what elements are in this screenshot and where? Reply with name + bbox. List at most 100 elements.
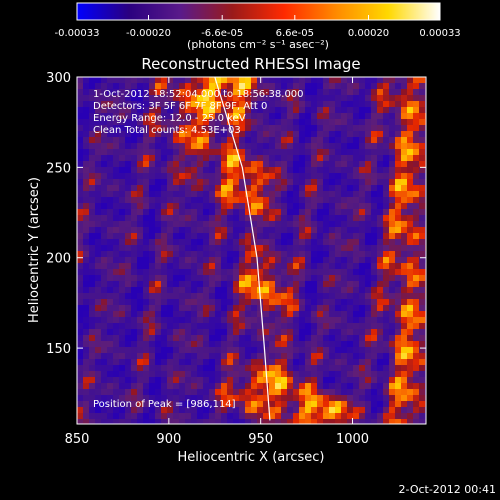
- heatmap-cell: [299, 383, 305, 389]
- heatmap-cell: [311, 119, 317, 125]
- heatmap-cell: [347, 131, 353, 137]
- heatmap-cell: [281, 149, 287, 155]
- heatmap-cell: [299, 407, 305, 413]
- heatmap-cell: [77, 233, 83, 239]
- heatmap-cell: [329, 413, 335, 419]
- heatmap-cell: [329, 389, 335, 395]
- heatmap-cell: [89, 209, 95, 215]
- heatmap-cell: [317, 341, 323, 347]
- heatmap-cell: [119, 359, 125, 365]
- heatmap-cell: [119, 323, 125, 329]
- heatmap-cell: [389, 221, 395, 227]
- heatmap-cell: [383, 197, 389, 203]
- heatmap-cell: [323, 161, 329, 167]
- heatmap-cell: [293, 263, 299, 269]
- heatmap-cell: [323, 401, 329, 407]
- heatmap-cell: [131, 113, 137, 119]
- heatmap-cell: [149, 377, 155, 383]
- heatmap-cell: [149, 293, 155, 299]
- heatmap-cell: [419, 83, 425, 89]
- heatmap-cell: [275, 377, 281, 383]
- heatmap-cell: [323, 167, 329, 173]
- heatmap-cell: [287, 305, 293, 311]
- heatmap-cell: [203, 149, 209, 155]
- heatmap-cell: [203, 95, 209, 101]
- heatmap-cell: [191, 221, 197, 227]
- heatmap-cell: [83, 77, 89, 83]
- heatmap-cell: [335, 275, 341, 281]
- heatmap-cell: [377, 119, 383, 125]
- heatmap-cell: [311, 149, 317, 155]
- heatmap-cell: [245, 83, 251, 89]
- heatmap-cell: [323, 383, 329, 389]
- heatmap-cell: [293, 401, 299, 407]
- heatmap-cell: [191, 359, 197, 365]
- heatmap-cell: [383, 119, 389, 125]
- heatmap-cell: [107, 95, 113, 101]
- heatmap-cell: [413, 77, 419, 83]
- heatmap-cell: [149, 383, 155, 389]
- heatmap-cell: [311, 287, 317, 293]
- heatmap-cell: [215, 119, 221, 125]
- heatmap-cell: [251, 215, 257, 221]
- heatmap-cell: [179, 323, 185, 329]
- heatmap-cell: [263, 101, 269, 107]
- heatmap-cell: [89, 155, 95, 161]
- heatmap-cell: [77, 185, 83, 191]
- heatmap-cell: [335, 131, 341, 137]
- heatmap-cell: [119, 395, 125, 401]
- heatmap-cell: [347, 275, 353, 281]
- heatmap-cell: [407, 137, 413, 143]
- heatmap-cell: [311, 197, 317, 203]
- heatmap-cell: [389, 281, 395, 287]
- heatmap-cell: [347, 221, 353, 227]
- heatmap-cell: [113, 359, 119, 365]
- heatmap-cell: [137, 125, 143, 131]
- heatmap-cell: [233, 95, 239, 101]
- heatmap-cell: [269, 323, 275, 329]
- heatmap-cell: [335, 173, 341, 179]
- heatmap-cell: [239, 107, 245, 113]
- heatmap-cell: [269, 335, 275, 341]
- heatmap-cell: [401, 197, 407, 203]
- heatmap-cell: [227, 89, 233, 95]
- heatmap-cell: [107, 329, 113, 335]
- heatmap-cell: [395, 263, 401, 269]
- heatmap-cell: [359, 407, 365, 413]
- heatmap-cell: [389, 305, 395, 311]
- heatmap-cell: [227, 353, 233, 359]
- heatmap-cell: [131, 101, 137, 107]
- heatmap-cell: [371, 245, 377, 251]
- heatmap-cell: [83, 233, 89, 239]
- heatmap-cell: [281, 191, 287, 197]
- heatmap-cell: [329, 269, 335, 275]
- heatmap-cell: [329, 287, 335, 293]
- heatmap-cell: [347, 197, 353, 203]
- heatmap-cell: [419, 341, 425, 347]
- heatmap-cell: [113, 161, 119, 167]
- heatmap-cell: [299, 137, 305, 143]
- heatmap-cell: [83, 179, 89, 185]
- heatmap-cell: [77, 311, 83, 317]
- heatmap-cell: [287, 329, 293, 335]
- heatmap-cell: [287, 221, 293, 227]
- heatmap-cell: [245, 209, 251, 215]
- heatmap-cell: [227, 275, 233, 281]
- heatmap-cell: [311, 275, 317, 281]
- heatmap-cell: [329, 239, 335, 245]
- heatmap-cell: [269, 359, 275, 365]
- heatmap-cell: [257, 209, 263, 215]
- heatmap-cell: [173, 143, 179, 149]
- heatmap-cell: [293, 221, 299, 227]
- heatmap-cell: [167, 419, 173, 424]
- heatmap-cell: [191, 293, 197, 299]
- heatmap-cell: [281, 137, 287, 143]
- heatmap-cell: [389, 377, 395, 383]
- heatmap-cell: [83, 251, 89, 257]
- heatmap-cell: [257, 311, 263, 317]
- heatmap-cell: [281, 281, 287, 287]
- heatmap-cell: [143, 179, 149, 185]
- heatmap-cell: [155, 239, 161, 245]
- heatmap-cell: [245, 353, 251, 359]
- heatmap-cell: [371, 173, 377, 179]
